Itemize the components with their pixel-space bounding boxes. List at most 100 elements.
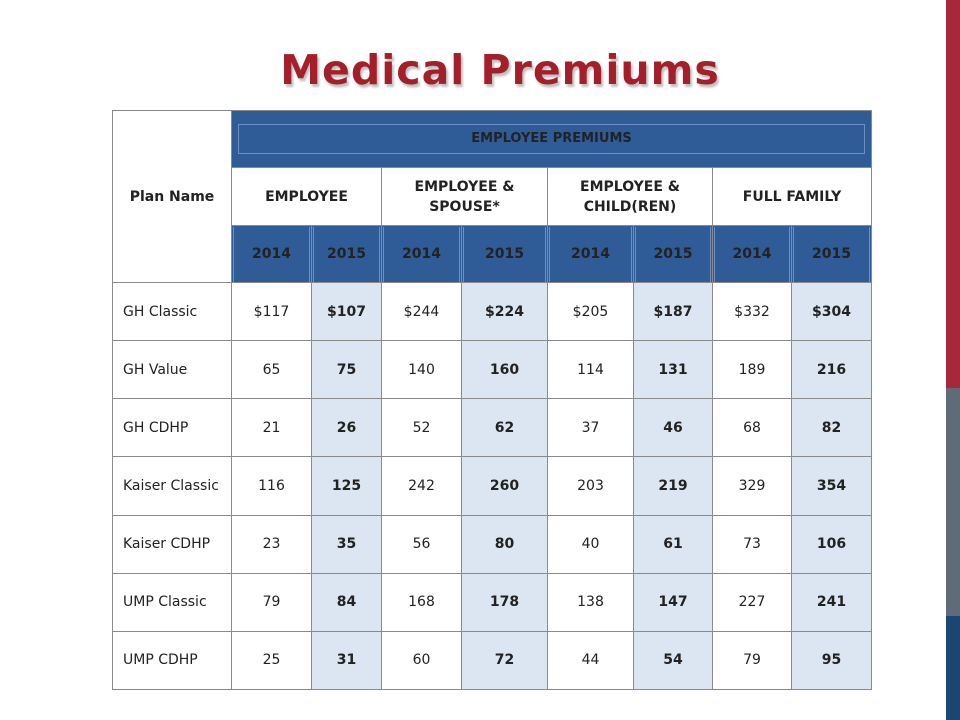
year-label: 2014 <box>233 226 310 282</box>
premium-2015-cell: 216 <box>790 340 873 400</box>
plan-name-cell: UMP Classic <box>112 572 232 632</box>
premium-2014-cell: 60 <box>381 630 462 691</box>
year-header: 2014 <box>547 225 634 283</box>
premium-2015-cell: 54 <box>633 630 713 691</box>
premium-2015-cell: 82 <box>790 398 873 458</box>
premium-2015-cell: 241 <box>790 572 873 632</box>
premium-2014-cell: 140 <box>381 340 462 400</box>
plan-name-cell: Kaiser CDHP <box>112 514 232 574</box>
year-label: 2015 <box>793 226 871 282</box>
premium-2014-cell: 203 <box>547 456 634 516</box>
premium-2015-cell: $107 <box>311 281 382 342</box>
premium-2015-cell: 84 <box>311 572 382 632</box>
premium-2014-cell: 52 <box>381 398 462 458</box>
premium-2015-cell: 147 <box>633 572 713 632</box>
table-row: UMP Classic 79 84 168 178 138 147 227 241 <box>112 572 873 632</box>
accent-stripe-navy <box>946 616 960 720</box>
premiums-table: Plan Name EMPLOYEE PREMIUMS EMPLOYEE EMPL… <box>112 110 873 691</box>
premium-2014-cell: 21 <box>231 398 312 458</box>
category-header: EMPLOYEE & CHILD(REN) <box>547 167 713 226</box>
table-row: GH CDHP 21 26 52 62 37 46 68 82 <box>112 398 873 458</box>
premium-2014-cell: $117 <box>231 281 312 342</box>
premium-2015-cell: 72 <box>461 630 548 691</box>
table-body: GH Classic $117 $107 $244 $224 $205 $187 $332 $3… <box>112 281 873 691</box>
premium-2014-cell: 65 <box>231 340 312 400</box>
plan-name-cell: GH Value <box>112 340 232 400</box>
premium-2014-cell: 116 <box>231 456 312 516</box>
page-title: Medical Premiums <box>280 46 720 94</box>
year-label: 2015 <box>463 226 546 282</box>
premium-2015-cell: 106 <box>790 514 873 574</box>
year-label: 2014 <box>383 226 460 282</box>
premium-2015-cell: 178 <box>461 572 548 632</box>
premium-2014-cell: 40 <box>547 514 634 574</box>
premium-2015-cell: 46 <box>633 398 713 458</box>
premium-2015-cell: 219 <box>633 456 713 516</box>
premium-2015-cell: 26 <box>311 398 382 458</box>
premium-2015-cell: 95 <box>790 630 873 691</box>
premium-2014-cell: 79 <box>231 572 312 632</box>
plan-name-cell: Kaiser Classic <box>112 456 232 516</box>
premium-2015-cell: 354 <box>790 456 873 516</box>
plan-name-header: Plan Name <box>112 110 232 283</box>
premium-2015-cell: $187 <box>633 281 713 342</box>
premium-2014-cell: $332 <box>712 281 792 342</box>
year-label: 2014 <box>714 226 790 282</box>
premium-2014-cell: $244 <box>381 281 462 342</box>
year-header: 2014 <box>381 225 462 283</box>
plan-name-cell: GH CDHP <box>112 398 232 458</box>
premium-2014-cell: 23 <box>231 514 312 574</box>
category-header-row: EMPLOYEE EMPLOYEE & SPOUSE* EMPLOYEE & CHI… <box>113 167 873 226</box>
premium-2014-cell: 168 <box>381 572 462 632</box>
premium-2014-cell: 114 <box>547 340 634 400</box>
table-row: Kaiser Classic 116 125 242 260 203 219 329 354 <box>112 456 873 516</box>
premium-2014-cell: 227 <box>712 572 792 632</box>
year-label: 2015 <box>635 226 711 282</box>
premium-2014-cell: 138 <box>547 572 634 632</box>
category-header: EMPLOYEE <box>231 167 382 226</box>
premium-2014-cell: 56 <box>381 514 462 574</box>
table-row: GH Value 65 75 140 160 114 131 189 216 <box>112 340 873 400</box>
premium-2015-cell: 131 <box>633 340 713 400</box>
premium-2015-cell: $224 <box>461 281 548 342</box>
premium-2014-cell: $205 <box>547 281 634 342</box>
premium-2015-cell: 75 <box>311 340 382 400</box>
premium-2015-cell: 62 <box>461 398 548 458</box>
premium-2014-cell: 189 <box>712 340 792 400</box>
table-row: Kaiser CDHP 23 35 56 80 40 61 73 106 <box>112 514 873 574</box>
premium-2014-cell: 68 <box>712 398 792 458</box>
premium-2015-cell: 35 <box>311 514 382 574</box>
year-header: 2015 <box>461 225 548 283</box>
premium-2015-cell: 125 <box>311 456 382 516</box>
year-header: 2014 <box>231 225 312 283</box>
year-header: 2015 <box>790 225 873 283</box>
accent-stripe-red <box>946 0 960 388</box>
accent-stripe-gray <box>946 388 960 616</box>
table-row: UMP CDHP 25 31 60 72 44 54 79 95 <box>112 630 873 691</box>
year-header: 2015 <box>633 225 713 283</box>
premium-2015-cell: 160 <box>461 340 548 400</box>
plan-name-cell: UMP CDHP <box>112 630 232 691</box>
year-header: 2015 <box>311 225 382 283</box>
premium-2015-cell: $304 <box>790 281 873 342</box>
premium-2014-cell: 73 <box>712 514 792 574</box>
year-header: 2014 <box>712 225 792 283</box>
premium-2014-cell: 242 <box>381 456 462 516</box>
category-header: FULL FAMILY <box>711 167 873 226</box>
premium-2015-cell: 61 <box>633 514 713 574</box>
premium-2015-cell: 260 <box>461 456 548 516</box>
category-header: EMPLOYEE & SPOUSE* <box>381 167 548 226</box>
employee-premiums-label: EMPLOYEE PREMIUMS <box>238 124 866 154</box>
premium-2014-cell: 44 <box>547 630 634 691</box>
year-header-row: 2014 2015 2014 2015 2014 2015 2014 2015 <box>113 225 873 283</box>
premium-2014-cell: 79 <box>712 630 792 691</box>
premium-2015-cell: 31 <box>311 630 382 691</box>
premium-2014-cell: 37 <box>547 398 634 458</box>
premium-2014-cell: 25 <box>231 630 312 691</box>
year-label: 2015 <box>313 226 380 282</box>
premium-2015-cell: 80 <box>461 514 548 574</box>
year-label: 2014 <box>549 226 632 282</box>
premium-2014-cell: 329 <box>712 456 792 516</box>
employee-premiums-header: EMPLOYEE PREMIUMS <box>230 110 873 168</box>
plan-name-cell: GH Classic <box>112 281 232 342</box>
